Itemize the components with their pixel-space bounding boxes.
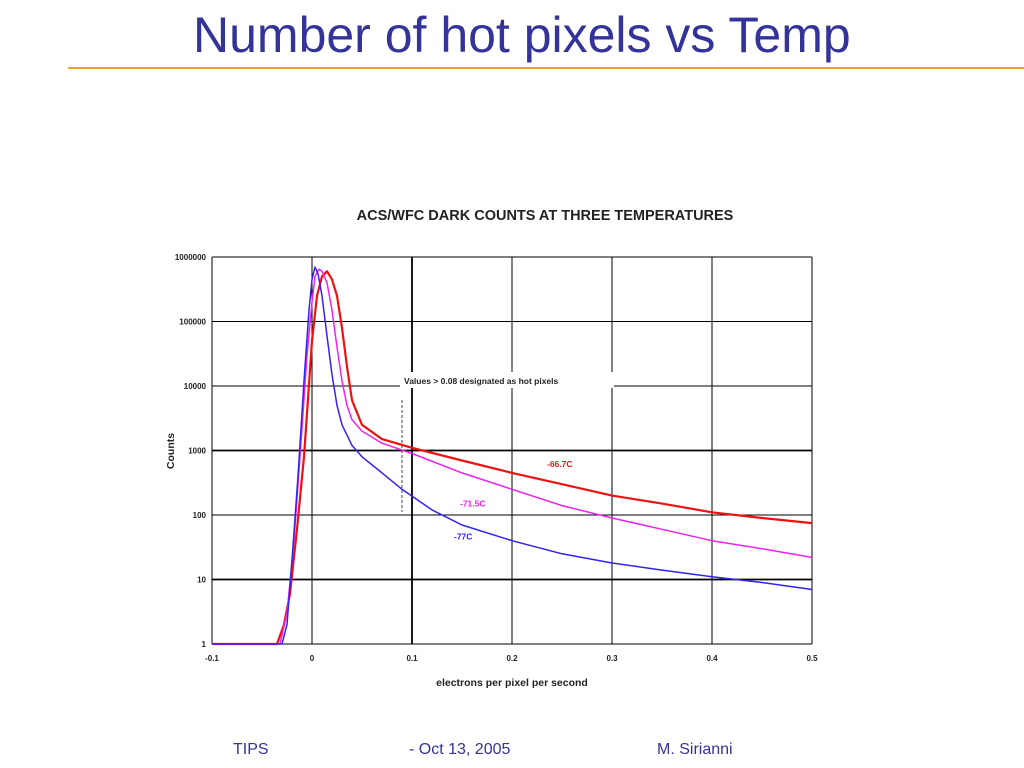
- footer-author: M. Sirianni: [657, 741, 733, 758]
- y-tick-label: 10: [197, 576, 206, 585]
- y-tick-label: 1000000: [175, 253, 207, 262]
- series-label: -71.5C: [460, 499, 486, 509]
- y-tick-label: 100000: [179, 318, 206, 327]
- title-underline: [68, 67, 1024, 69]
- y-tick-label: 1000: [188, 447, 206, 456]
- x-tick-label: -0.1: [205, 654, 219, 663]
- series-line: [212, 266, 813, 645]
- x-tick-label: 0.5: [806, 654, 818, 663]
- y-tick-label: 100: [193, 511, 207, 520]
- annotation-background: [400, 372, 614, 388]
- series-layer: [212, 266, 813, 646]
- x-tick-label: 0.3: [606, 654, 618, 663]
- y-tick-label: 10000: [184, 382, 207, 391]
- x-tick-label: 0.2: [506, 654, 518, 663]
- series-label: -77C: [454, 531, 472, 541]
- series-line: [212, 270, 813, 646]
- label-layer: -66.7C -71.5C -77C: [454, 459, 573, 541]
- x-tick-label: 0.4: [706, 654, 718, 663]
- grid-layer: 1 10 100 1000 10000 100000 1000000 -0.1 0 0.1 0.2 0…: [175, 253, 818, 663]
- x-tick-label: 0: [310, 654, 315, 663]
- chart-title: ACS/WFC DARK COUNTS AT THREE TEMPERATURE…: [357, 208, 734, 224]
- series-line: [212, 268, 813, 645]
- y-axis-label: Counts: [165, 433, 177, 469]
- slide-title: Number of hot pixels vs Temp: [193, 7, 851, 63]
- footer-event: TIPS: [233, 741, 269, 758]
- annotation-text: Values > 0.08 designated as hot pixels: [404, 376, 559, 386]
- footer-date: - Oct 13, 2005: [409, 741, 511, 758]
- x-tick-label: 0.1: [406, 654, 418, 663]
- series-label: -66.7C: [547, 459, 573, 469]
- y-tick-label: 1: [202, 640, 207, 649]
- x-axis-label: electrons per pixel per second: [436, 677, 588, 689]
